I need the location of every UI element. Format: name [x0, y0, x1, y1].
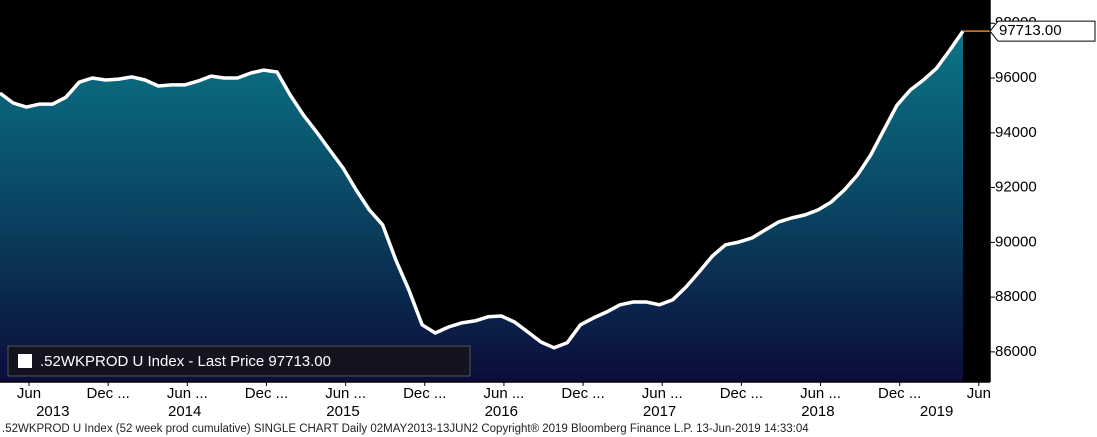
x-tick-label: Jun ... — [325, 385, 366, 402]
y-tick-label: 86000 — [995, 343, 1037, 360]
x-year-label: 2013 — [36, 403, 69, 420]
x-tick-label: Dec ... — [403, 385, 446, 402]
y-tick-label: 88000 — [995, 288, 1037, 305]
x-tick-label: Jun — [17, 385, 41, 402]
x-tick-label: Jun ... — [800, 385, 841, 402]
x-tick-label: Jun — [967, 385, 991, 402]
legend-label: .52WKPROD U Index - Last Price 97713.00 — [40, 353, 331, 370]
x-year-label: 2017 — [643, 403, 676, 420]
legend: .52WKPROD U Index - Last Price 97713.00 — [7, 345, 471, 377]
legend-name: .52WKPROD U Index - Last Price — [40, 353, 264, 370]
x-tick-label: Dec ... — [878, 385, 921, 402]
area-fill — [0, 31, 963, 382]
legend-box — [7, 345, 471, 377]
footer: .52WKPROD U Index (52 week prod cumulati… — [2, 423, 809, 435]
x-year-label: 2016 — [485, 403, 518, 420]
x-year-label: 2019 — [920, 403, 953, 420]
x-tick-label: Dec ... — [86, 385, 129, 402]
x-year-label: 2014 — [168, 403, 201, 420]
x-year-label: 2018 — [801, 403, 834, 420]
x-tick-label: Dec ... — [245, 385, 288, 402]
x-tick-label: Dec ... — [720, 385, 763, 402]
x-year-label: 2015 — [326, 403, 359, 420]
y-tick-label: 96000 — [995, 69, 1037, 86]
y-tick-label: 90000 — [995, 233, 1037, 250]
y-tick-label: 94000 — [995, 124, 1037, 141]
x-tick-label: Jun ... — [483, 385, 524, 402]
last-price-tag — [989, 20, 1096, 42]
legend-value: 97713.00 — [268, 353, 331, 370]
x-tick-label: Jun ... — [642, 385, 683, 402]
x-tick-label: Jun ... — [167, 385, 208, 402]
y-tick-label: 92000 — [995, 179, 1037, 196]
line — [0, 30, 965, 350]
x-tick-label: Dec ... — [561, 385, 604, 402]
legend-swatch — [18, 354, 32, 368]
last-price-label: 97713.00 — [999, 22, 1062, 39]
